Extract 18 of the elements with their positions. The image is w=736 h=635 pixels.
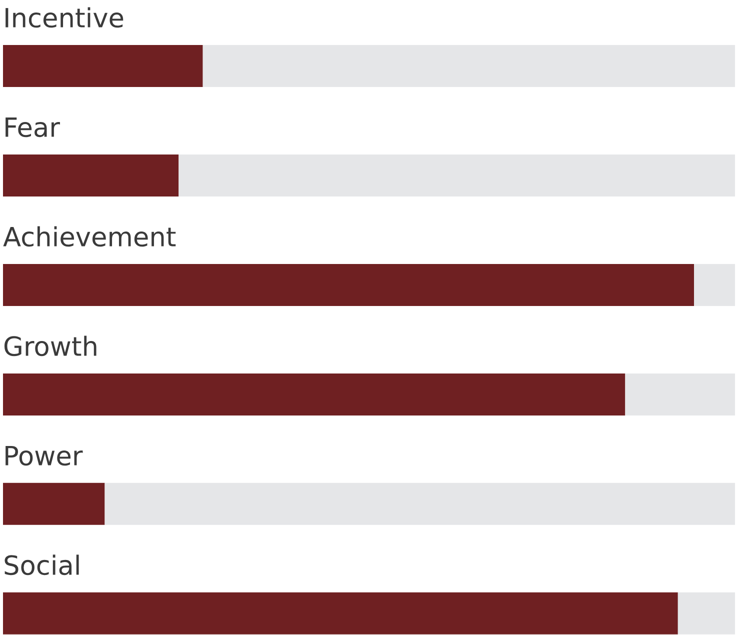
bar: [694, 264, 735, 306]
y-tick-label: Power: [6, 446, 83, 466]
bar: [625, 373, 735, 416]
bar: [178, 154, 735, 196]
bar: [3, 592, 678, 634]
bar: [3, 482, 105, 525]
bar: [678, 592, 735, 634]
bar: [104, 482, 735, 525]
y-tick-label: Incentive: [6, 7, 124, 28]
y-tick-label: Growth: [4, 336, 96, 356]
bar: [3, 373, 626, 416]
bar: [3, 264, 694, 306]
y-tick-label: Social: [4, 554, 79, 576]
bar: [202, 45, 735, 87]
bar: [3, 154, 179, 196]
y-tick-label: Fear: [6, 118, 60, 138]
bar: [3, 45, 203, 87]
y-tick-label: Achievement: [3, 226, 176, 247]
